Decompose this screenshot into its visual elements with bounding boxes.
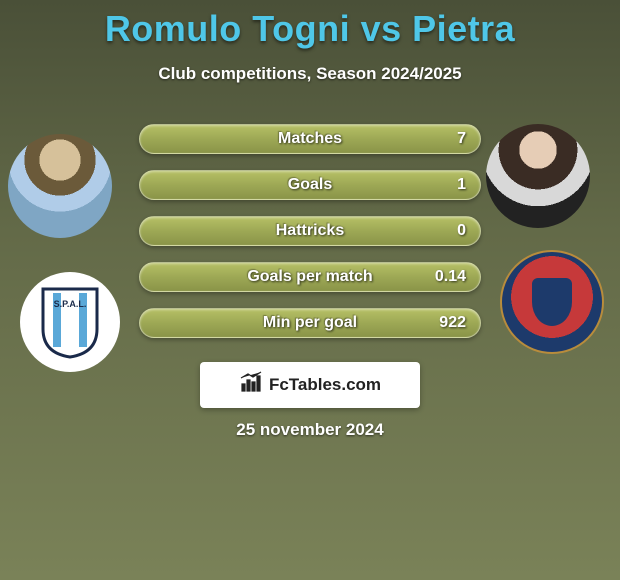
stat-label: Min per goal (263, 314, 357, 332)
club-left-badge: S.P.A.L. (20, 272, 120, 372)
stat-bar-goals: Goals 1 (139, 170, 481, 200)
stat-value: 0 (457, 222, 466, 240)
chart-growth-icon (239, 371, 263, 400)
brand-box: FcTables.com (200, 362, 420, 408)
spal-shield-icon: S.P.A.L. (39, 285, 101, 359)
stat-bar-hattricks: Hattricks 0 (139, 216, 481, 246)
stat-label: Goals per match (247, 268, 372, 286)
stat-label: Goals (288, 176, 332, 194)
stat-label: Matches (278, 130, 342, 148)
player-left-avatar (8, 134, 112, 238)
stat-bar-gpm: Goals per match 0.14 (139, 262, 481, 292)
page-title: Romulo Togni vs Pietra (0, 0, 620, 50)
stat-value: 1 (457, 176, 466, 194)
stat-bar-mpg: Min per goal 922 (139, 308, 481, 338)
stat-bar-matches: Matches 7 (139, 124, 481, 154)
svg-text:S.P.A.L.: S.P.A.L. (54, 299, 87, 309)
player-right-avatar (486, 124, 590, 228)
club-right-inner-shield (532, 278, 572, 326)
club-right-badge (500, 250, 604, 354)
page-subtitle: Club competitions, Season 2024/2025 (0, 64, 620, 84)
stats-bars: Matches 7 Goals 1 Hattricks 0 Goals per … (139, 124, 481, 354)
stat-value: 0.14 (435, 268, 466, 286)
stat-value: 7 (457, 130, 466, 148)
stat-label: Hattricks (276, 222, 344, 240)
brand-text: FcTables.com (269, 375, 381, 395)
footer-date: 25 november 2024 (0, 420, 620, 440)
stat-value: 922 (439, 314, 466, 332)
